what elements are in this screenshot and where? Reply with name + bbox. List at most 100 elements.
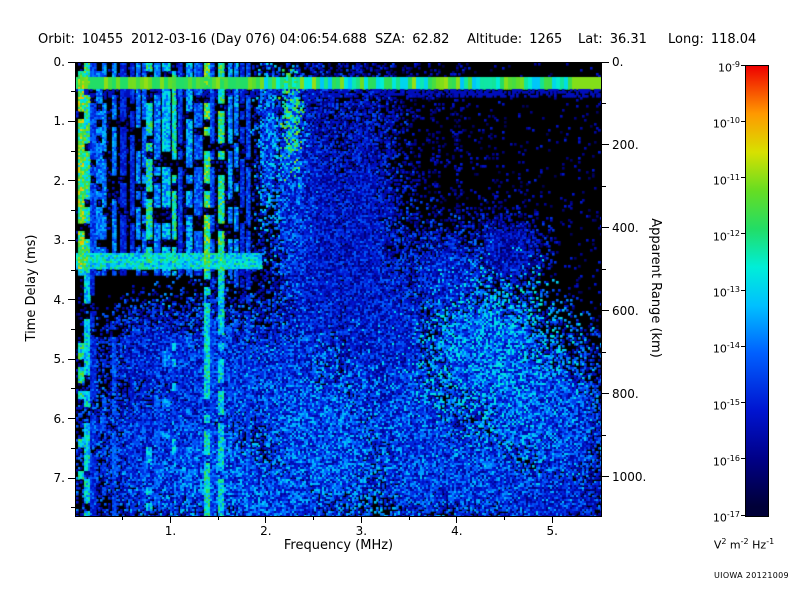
credit-text: UIOWA 20121009 bbox=[714, 571, 789, 580]
x-minor-tick bbox=[504, 517, 506, 520]
y-tick bbox=[68, 299, 75, 301]
colorbar-tick bbox=[741, 458, 745, 460]
colorbar bbox=[745, 65, 769, 517]
y-tick bbox=[68, 120, 75, 122]
x-tick bbox=[456, 517, 458, 523]
y-tick bbox=[68, 358, 75, 360]
x-tick bbox=[169, 517, 171, 523]
colorbar-tick-label: 10-11 bbox=[712, 172, 740, 188]
right-minor-tick bbox=[602, 351, 606, 353]
right-tick-label: 800. bbox=[612, 386, 639, 401]
long-value: 118.04 bbox=[710, 32, 757, 47]
x-tick-label: 5. bbox=[546, 524, 558, 538]
x-tick bbox=[265, 517, 267, 523]
right-minor-tick bbox=[602, 434, 606, 436]
colorbar-tick-label: 10-16 bbox=[712, 453, 740, 469]
x-minor-tick bbox=[408, 517, 410, 520]
right-minor-tick bbox=[602, 268, 606, 270]
colorbar-tick-label: 10-9 bbox=[718, 60, 740, 75]
x-minor-tick bbox=[122, 517, 124, 520]
right-tick-label: 400. bbox=[612, 220, 639, 235]
orbit-value: 10455 bbox=[81, 32, 124, 47]
header-altitude: Altitude: 1265 bbox=[467, 32, 562, 47]
altitude-label: Altitude: bbox=[467, 32, 523, 47]
header-lat: Lat: 36.31 bbox=[578, 32, 647, 47]
orbit-label: Orbit: bbox=[38, 32, 75, 47]
right-tick-label: 0. bbox=[612, 55, 624, 69]
header-long: Long: 118.04 bbox=[668, 32, 756, 47]
x-tick-label: 2. bbox=[260, 524, 272, 538]
colorbar-tick bbox=[741, 233, 745, 235]
y-minor-tick bbox=[71, 91, 75, 93]
x-tick-label: 4. bbox=[451, 524, 463, 538]
y-minor-tick bbox=[71, 507, 75, 509]
y-axis-label: Time Delay (ms) bbox=[24, 234, 39, 342]
y-tick-label: 2. bbox=[53, 173, 65, 188]
right-tick bbox=[602, 393, 609, 395]
right-minor-tick bbox=[602, 102, 606, 104]
colorbar-tick-label: 10-12 bbox=[712, 228, 740, 244]
y-minor-tick bbox=[71, 210, 75, 212]
x-minor-tick bbox=[217, 517, 219, 520]
x-tick-label: 3. bbox=[355, 524, 368, 538]
colorbar-tick bbox=[741, 120, 745, 122]
right-tick-label: 1000. bbox=[612, 469, 647, 484]
right-tick-label: 200. bbox=[612, 137, 639, 152]
right-tick bbox=[602, 476, 609, 478]
y-tick-label: 7. bbox=[53, 471, 65, 486]
x-minor-tick bbox=[313, 517, 315, 520]
datetime-value: 2012-03-16 (Day 076) 04:06:54.688 bbox=[131, 32, 367, 47]
colorbar-tick bbox=[741, 345, 745, 347]
right-tick-label: 600. bbox=[612, 303, 639, 318]
altitude-value: 1265 bbox=[529, 32, 563, 47]
y-tick-label: 0. bbox=[53, 55, 65, 69]
spectrogram-canvas bbox=[76, 63, 601, 516]
colorbar-tick bbox=[741, 289, 745, 291]
colorbar-tick bbox=[741, 402, 745, 403]
y-tick-label: 6. bbox=[53, 411, 65, 426]
right-tick bbox=[602, 227, 609, 229]
colorbar-tick-label: 10-13 bbox=[712, 285, 740, 300]
y-tick-label: 4. bbox=[53, 292, 65, 307]
right-axis-label: Apparent Range (km) bbox=[648, 218, 663, 358]
y-minor-tick bbox=[71, 388, 75, 390]
plot-area bbox=[75, 62, 602, 517]
x-axis-label: Frequency (MHz) bbox=[283, 538, 394, 553]
right-tick bbox=[602, 61, 609, 63]
colorbar-tick-label: 10-14 bbox=[712, 341, 740, 356]
y-tick bbox=[68, 61, 75, 63]
y-tick-label: 5. bbox=[53, 352, 65, 367]
x-tick-label: 1. bbox=[164, 524, 177, 538]
right-tick bbox=[602, 144, 609, 146]
y-tick bbox=[68, 239, 75, 241]
header-sza: SZA: 62.82 bbox=[375, 32, 449, 47]
y-tick bbox=[68, 418, 75, 420]
x-tick bbox=[360, 517, 362, 523]
x-tick bbox=[551, 517, 553, 523]
colorbar-tick bbox=[741, 64, 745, 66]
colorbar-tick-label: 10-10 bbox=[712, 116, 740, 131]
colorbar-tick-label: 10-15 bbox=[712, 397, 740, 413]
colorbar-tick-label: 10-17 bbox=[712, 510, 740, 525]
lat-value: 36.31 bbox=[609, 32, 647, 47]
right-minor-tick bbox=[602, 185, 606, 187]
y-minor-tick bbox=[71, 150, 75, 152]
header-datetime: 2012-03-16 (Day 076) 04:06:54.688 bbox=[131, 32, 367, 47]
y-minor-tick bbox=[71, 329, 75, 331]
colorbar-unit-label: V2 m-2 Hz-1 bbox=[713, 537, 775, 552]
y-minor-tick bbox=[71, 269, 75, 271]
sza-value: 62.82 bbox=[412, 32, 450, 47]
y-tick-label: 3. bbox=[53, 233, 65, 248]
sza-label: SZA: bbox=[375, 32, 406, 47]
y-tick bbox=[68, 477, 75, 479]
colorbar-tick bbox=[741, 514, 745, 516]
header-orbit: Orbit: 10455 bbox=[38, 32, 123, 47]
y-minor-tick bbox=[71, 447, 75, 449]
y-tick bbox=[68, 180, 75, 182]
y-tick-label: 1. bbox=[53, 114, 65, 129]
lat-label: Lat: bbox=[578, 32, 603, 47]
long-label: Long: bbox=[668, 32, 704, 47]
colorbar-tick bbox=[741, 177, 745, 178]
right-tick bbox=[602, 310, 609, 312]
